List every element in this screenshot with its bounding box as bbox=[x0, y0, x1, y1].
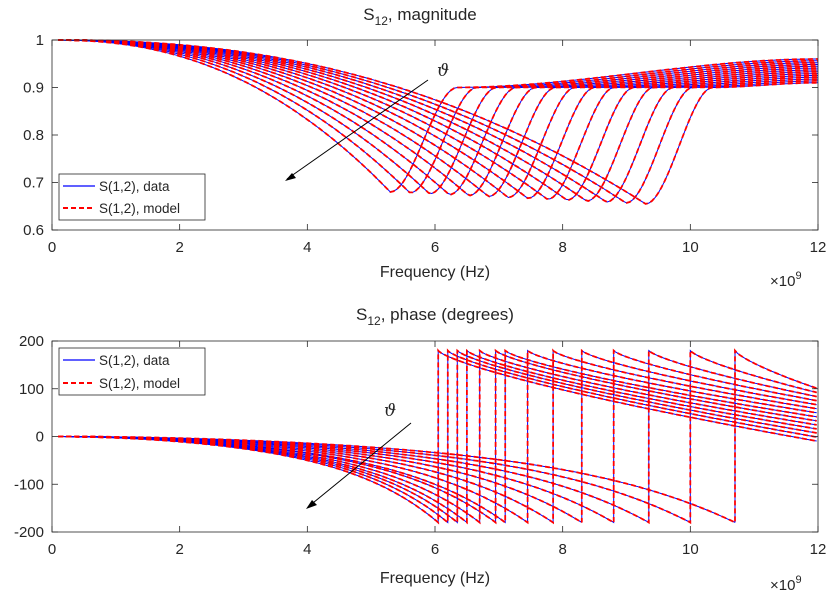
phase-model-curve bbox=[58, 348, 817, 525]
x-tick-label: 10 bbox=[682, 239, 699, 256]
magnitude-legend-box bbox=[58, 173, 206, 221]
magnitude-title: S12, magnitude bbox=[363, 5, 477, 28]
phase-model-curve bbox=[58, 348, 817, 525]
phase-x-exponent: ×109 bbox=[770, 574, 802, 593]
phase-model-curve bbox=[58, 348, 817, 525]
y-tick-label: -100 bbox=[14, 476, 44, 493]
x-tick-label: 6 bbox=[431, 239, 439, 256]
y-tick-label: 0.7 bbox=[23, 175, 44, 192]
magnitude-model-curve bbox=[58, 39, 819, 205]
x-tick-label: 12 bbox=[810, 541, 827, 558]
phase-model-curve bbox=[58, 348, 817, 525]
x-tick-label: 0 bbox=[48, 541, 56, 558]
magnitude-x-ticks: 0 2 4 6 8 10 12 bbox=[48, 40, 827, 256]
phase-model-curve bbox=[58, 348, 817, 525]
magnitude-model-curve bbox=[58, 39, 818, 196]
phase-model-curve bbox=[58, 348, 818, 524]
x-tick-label: 0 bbox=[48, 239, 56, 256]
phase-model-curve bbox=[58, 348, 817, 525]
magnitude-legend-data-label: S(1,2), data bbox=[99, 179, 170, 194]
phase-model-curve bbox=[58, 348, 817, 525]
phase-legend-box bbox=[58, 347, 206, 396]
phase-xlabel: Frequency (Hz) bbox=[380, 570, 490, 587]
phase-legend-model-label: S(1,2), model bbox=[99, 376, 180, 391]
x-tick-label: 10 bbox=[682, 541, 699, 558]
phase-axes: S12, phase (degrees) 0 2 4 6 8 10 12 -200-1000… bbox=[14, 305, 826, 593]
y-tick-label: 100 bbox=[19, 381, 44, 398]
phase-y-ticks: -200 -100 0 100 200 bbox=[14, 333, 818, 541]
magnitude-y-ticks: 0.6 0.7 0.8 0.9 1 bbox=[23, 32, 818, 239]
y-tick-label: -200 bbox=[14, 524, 44, 541]
x-tick-label: 4 bbox=[303, 541, 311, 558]
magnitude-model-curve bbox=[58, 39, 818, 195]
phase-theta-arrowhead bbox=[306, 500, 317, 509]
magnitude-legend: S(1,2), data S(1,2), model bbox=[58, 173, 206, 221]
magnitude-axes: S12, magnitude 0 2 4 6 8 10 12 0.6 0.7 0.8 0.9 1 F… bbox=[23, 5, 826, 290]
y-tick-label: 1 bbox=[36, 32, 44, 49]
magnitude-legend-model-label: S(1,2), model bbox=[99, 201, 180, 216]
magnitude-x-exponent: ×109 bbox=[770, 270, 802, 290]
x-tick-label: 4 bbox=[303, 239, 311, 256]
magnitude-model-curve bbox=[58, 39, 818, 199]
phase-model-curves bbox=[58, 348, 818, 525]
phase-x-ticks: 0 2 4 6 8 10 12 bbox=[48, 341, 827, 558]
magnitude-theta-label: ϑ bbox=[437, 61, 449, 81]
magnitude-model-curve bbox=[58, 39, 818, 194]
phase-legend-data-label: S(1,2), data bbox=[99, 353, 170, 368]
phase-theta-label: ϑ bbox=[384, 401, 396, 421]
magnitude-model-curve bbox=[58, 39, 818, 198]
phase-model-curve bbox=[58, 348, 817, 525]
y-tick-label: 0.6 bbox=[23, 222, 44, 239]
x-tick-label: 12 bbox=[810, 239, 827, 256]
magnitude-xlabel: Frequency (Hz) bbox=[380, 264, 490, 281]
y-tick-label: 0.9 bbox=[23, 80, 44, 97]
phase-title: S12, phase (degrees) bbox=[356, 305, 514, 328]
phase-theta-arrow bbox=[307, 422, 412, 508]
magnitude-model-curve bbox=[58, 39, 819, 201]
magnitude-data-curve bbox=[58, 39, 818, 202]
magnitude-data-curve bbox=[58, 39, 818, 199]
magnitude-model-curves bbox=[58, 39, 819, 205]
x-tick-label: 8 bbox=[558, 239, 566, 256]
y-tick-label: 200 bbox=[19, 333, 44, 350]
x-tick-label: 6 bbox=[431, 541, 439, 558]
magnitude-theta-arrow bbox=[286, 79, 429, 180]
x-tick-label: 2 bbox=[175, 541, 183, 558]
magnitude-model-curve bbox=[58, 39, 818, 193]
phase-model-curve bbox=[58, 348, 817, 525]
x-tick-label: 8 bbox=[558, 541, 566, 558]
y-tick-label: 0 bbox=[36, 429, 44, 446]
y-tick-label: 0.8 bbox=[23, 127, 44, 144]
phase-model-curve bbox=[58, 348, 817, 525]
phase-model-curve bbox=[58, 348, 817, 524]
magnitude-model-curve bbox=[58, 39, 818, 204]
magnitude-model-curve bbox=[58, 39, 818, 200]
magnitude-theta-arrowhead bbox=[285, 173, 296, 181]
phase-legend: S(1,2), data S(1,2), model bbox=[58, 347, 206, 396]
magnitude-model-curve bbox=[58, 39, 818, 197]
x-tick-label: 2 bbox=[175, 239, 183, 256]
